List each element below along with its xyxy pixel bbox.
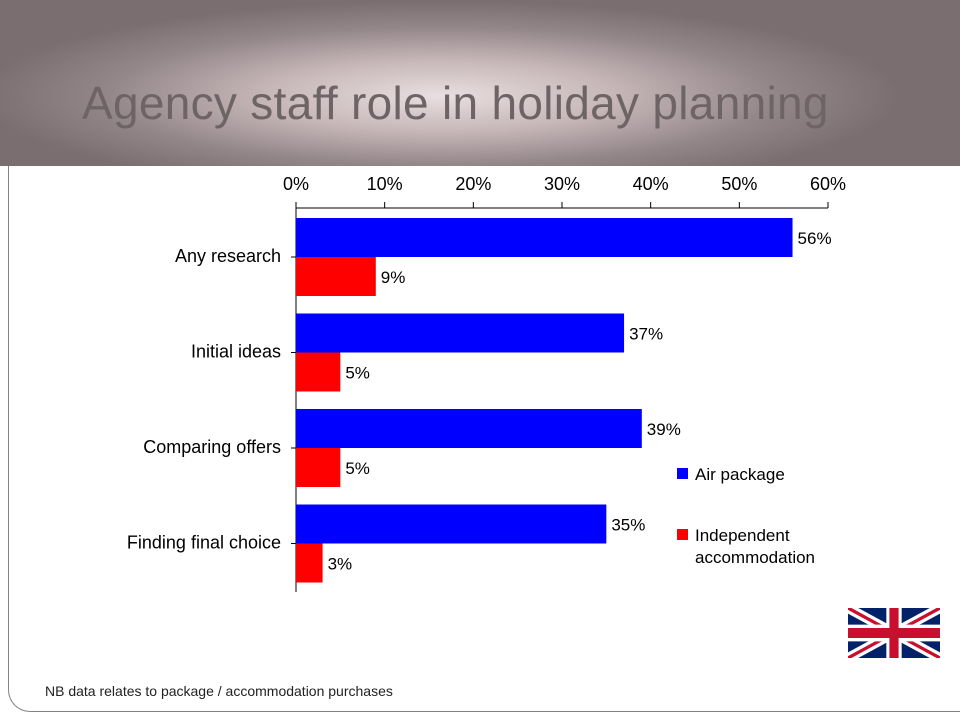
bar-independent-accommodation — [296, 543, 323, 583]
bar-air-package — [296, 313, 625, 353]
data-label: 9% — [381, 268, 406, 287]
slide-title: Agency staff role in holiday planning — [82, 77, 829, 129]
bar-air-package — [296, 504, 607, 544]
data-label: 3% — [328, 555, 353, 574]
data-label: 5% — [345, 459, 370, 478]
bar-air-package — [296, 409, 642, 448]
x-tick-label: 60% — [810, 174, 846, 194]
x-tick-label: 0% — [283, 174, 309, 194]
bar-independent-accommodation — [296, 352, 341, 392]
category-label: Any research — [175, 246, 281, 266]
title-bar: Agency staff role in holiday planning — [0, 0, 960, 166]
slide-frame — [8, 150, 960, 712]
data-label: 5% — [345, 364, 370, 383]
category-label: Initial ideas — [191, 342, 281, 362]
data-label: 37% — [629, 325, 663, 344]
x-tick-label: 20% — [455, 174, 491, 194]
x-tick-label: 40% — [633, 174, 669, 194]
legend-label: Independent — [695, 526, 790, 545]
bar-air-package — [296, 218, 793, 257]
category-label: Comparing offers — [143, 437, 281, 457]
data-label: 56% — [798, 229, 832, 248]
bar-independent-accommodation — [296, 448, 341, 487]
category-label: Finding final choice — [127, 533, 281, 553]
union-jack-flag-icon — [848, 608, 940, 658]
bar-independent-accommodation — [296, 257, 376, 296]
legend-swatch — [677, 468, 688, 479]
x-tick-label: 30% — [544, 174, 580, 194]
x-tick-label: 50% — [721, 174, 757, 194]
legend-label: Air package — [695, 465, 785, 484]
x-tick-label: 10% — [367, 174, 403, 194]
footnote: NB data relates to package / accommodati… — [45, 683, 393, 699]
legend-label: accommodation — [695, 548, 815, 567]
legend-swatch — [677, 529, 688, 540]
data-label: 39% — [647, 420, 681, 439]
data-label: 35% — [611, 516, 645, 535]
